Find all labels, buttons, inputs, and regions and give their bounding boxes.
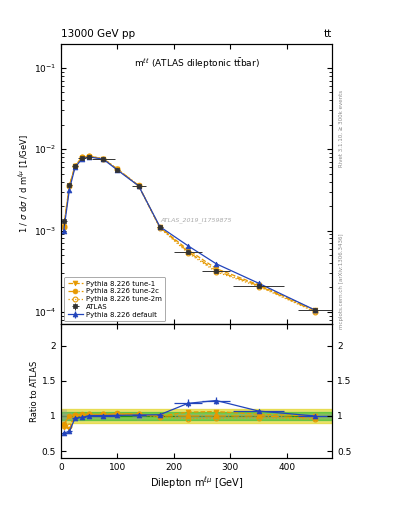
Pythia 8.226 tune-1 bbox=[158, 224, 162, 230]
Pythia 8.226 tune-2m bbox=[256, 284, 261, 290]
Pythia 8.226 tune-1 bbox=[73, 163, 77, 169]
Pythia 8.226 tune-2m bbox=[61, 224, 66, 230]
Pythia 8.226 tune-2m bbox=[67, 183, 72, 189]
Text: ATLAS_2019_I1759875: ATLAS_2019_I1759875 bbox=[161, 218, 232, 223]
Pythia 8.226 tune-2c bbox=[158, 224, 162, 230]
Y-axis label: Ratio to ATLAS: Ratio to ATLAS bbox=[30, 361, 39, 422]
Pythia 8.226 tune-1 bbox=[67, 183, 72, 189]
Pythia 8.226 tune-2c bbox=[87, 153, 92, 159]
Pythia 8.226 tune-2c bbox=[185, 249, 190, 255]
Pythia 8.226 tune-2c bbox=[115, 166, 120, 172]
Text: m$^{\ell\ell}$ (ATLAS dileptonic t$\bar{\rm t}$bar): m$^{\ell\ell}$ (ATLAS dileptonic t$\bar{… bbox=[134, 56, 259, 71]
Pythia 8.226 tune-1 bbox=[136, 183, 141, 189]
Pythia 8.226 tune-1 bbox=[214, 266, 219, 272]
Line: Pythia 8.226 tune-2c: Pythia 8.226 tune-2c bbox=[61, 154, 318, 313]
Line: Pythia 8.226 tune-2m: Pythia 8.226 tune-2m bbox=[61, 154, 318, 314]
Text: mcplots.cern.ch [arXiv:1306.3436]: mcplots.cern.ch [arXiv:1306.3436] bbox=[339, 234, 344, 329]
Pythia 8.226 tune-1 bbox=[256, 282, 261, 288]
Legend: Pythia 8.226 tune-1, Pythia 8.226 tune-2c, Pythia 8.226 tune-2m, ATLAS, Pythia 8: Pythia 8.226 tune-1, Pythia 8.226 tune-2… bbox=[64, 277, 165, 321]
Pythia 8.226 tune-2m bbox=[185, 250, 190, 256]
Pythia 8.226 tune-1 bbox=[115, 166, 120, 173]
Pythia 8.226 tune-2c bbox=[256, 283, 261, 289]
Pythia 8.226 tune-2c bbox=[67, 182, 72, 188]
X-axis label: Dilepton m$^{\ell\mu}$ [GeV]: Dilepton m$^{\ell\mu}$ [GeV] bbox=[150, 475, 243, 490]
Pythia 8.226 tune-2c bbox=[101, 156, 106, 162]
Pythia 8.226 tune-2m bbox=[313, 309, 318, 315]
Text: Rivet 3.1.10, ≥ 300k events: Rivet 3.1.10, ≥ 300k events bbox=[339, 90, 344, 166]
Pythia 8.226 tune-2m bbox=[101, 156, 106, 162]
Pythia 8.226 tune-2c bbox=[80, 154, 84, 160]
Pythia 8.226 tune-1 bbox=[87, 154, 92, 160]
Pythia 8.226 tune-1 bbox=[80, 155, 84, 161]
Pythia 8.226 tune-2m bbox=[80, 154, 84, 160]
Pythia 8.226 tune-1 bbox=[313, 307, 318, 313]
Pythia 8.226 tune-2m bbox=[87, 153, 92, 159]
Pythia 8.226 tune-2c bbox=[214, 268, 219, 274]
Pythia 8.226 tune-2m bbox=[136, 182, 141, 188]
Pythia 8.226 tune-2m bbox=[115, 166, 120, 173]
Pythia 8.226 tune-1 bbox=[61, 224, 66, 230]
Pythia 8.226 tune-2c bbox=[313, 308, 318, 314]
Pythia 8.226 tune-2m bbox=[73, 163, 77, 169]
Line: Pythia 8.226 tune-1: Pythia 8.226 tune-1 bbox=[61, 154, 318, 312]
Pythia 8.226 tune-2m bbox=[214, 269, 219, 275]
Text: 13000 GeV pp: 13000 GeV pp bbox=[61, 29, 135, 38]
Pythia 8.226 tune-2m bbox=[158, 225, 162, 231]
Pythia 8.226 tune-2c bbox=[73, 162, 77, 168]
Pythia 8.226 tune-2c bbox=[61, 223, 66, 229]
Y-axis label: 1 / $\sigma$ d$\sigma$ / d m$^{\ell\mu}$ [1/GeV]: 1 / $\sigma$ d$\sigma$ / d m$^{\ell\mu}$… bbox=[18, 135, 31, 233]
Text: tt: tt bbox=[324, 29, 332, 38]
Pythia 8.226 tune-2c bbox=[136, 182, 141, 188]
Pythia 8.226 tune-1 bbox=[101, 156, 106, 162]
Pythia 8.226 tune-1 bbox=[185, 247, 190, 253]
